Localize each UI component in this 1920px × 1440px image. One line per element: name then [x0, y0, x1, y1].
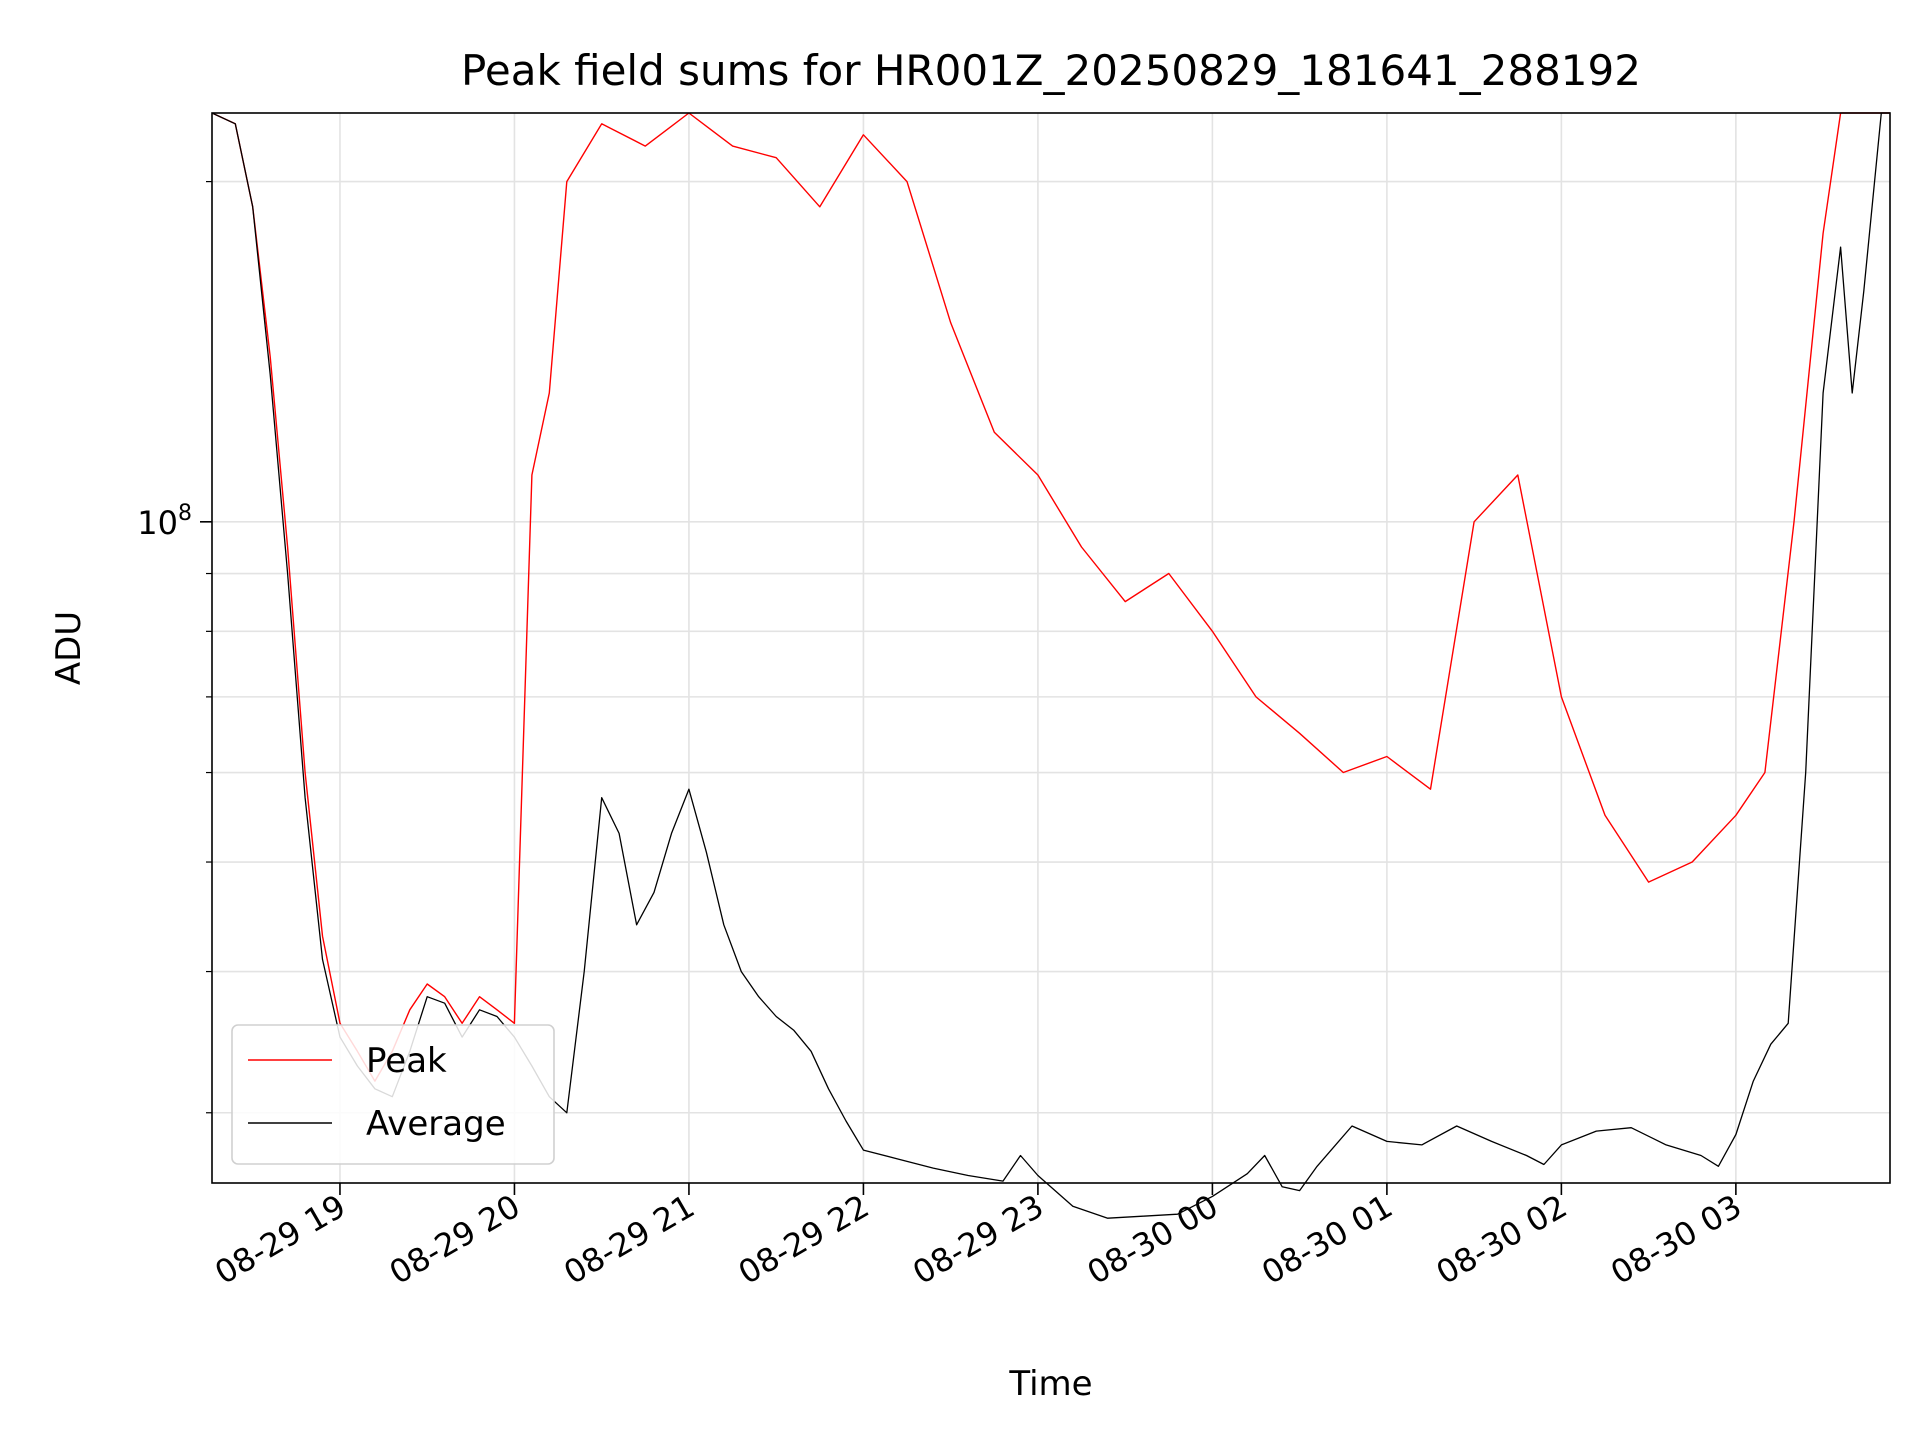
x-axis-label: Time [1008, 1364, 1092, 1404]
chart-title: Peak field sums for HR001Z_20250829_1816… [461, 46, 1641, 95]
series-line-average [211, 112, 1890, 1219]
legend-average-label: Average [366, 1104, 506, 1144]
legend-peak-label: Peak [366, 1041, 447, 1081]
legend: Peak Average [231, 1024, 555, 1165]
grid-lines [212, 113, 1890, 1183]
plot-frame [211, 112, 1891, 1184]
y-axis-label: ADU [49, 611, 89, 685]
y-tick-label: 108 [137, 501, 192, 542]
